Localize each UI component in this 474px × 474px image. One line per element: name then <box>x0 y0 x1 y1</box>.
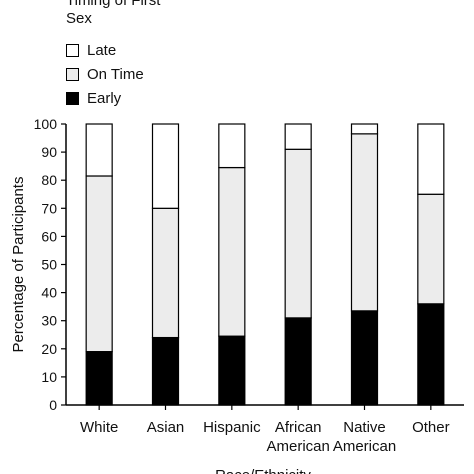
legend-title: Timing of First Sex <box>66 0 161 27</box>
x-tick-label: Hispanic <box>203 419 261 436</box>
bar-segment-on-time <box>417 193 445 305</box>
x-tick-label: African American <box>266 419 329 455</box>
bar-segment-early <box>85 351 113 406</box>
bar-segment-on-time <box>284 148 312 319</box>
x-tick-label: White <box>80 419 118 436</box>
y-tick-label: 0 <box>49 397 57 413</box>
y-tick-label: 50 <box>41 257 57 273</box>
bar-segment-late <box>284 123 312 150</box>
bar-segment-early <box>218 335 246 406</box>
legend-swatch-early <box>66 91 79 105</box>
legend-item-on-time: On Time <box>66 65 144 83</box>
legend-label-early: Early <box>87 89 122 107</box>
x-axis-title: Race/Ethnicity <box>215 467 311 474</box>
x-tick-label: Asian <box>147 419 185 436</box>
y-axis-title: Percentage of Participants <box>10 177 27 353</box>
y-tick-label: 30 <box>41 313 57 329</box>
legend-item-late: Late <box>66 41 117 59</box>
bar-segment-early <box>417 303 445 406</box>
x-tick-label: Native American <box>333 419 396 455</box>
bar-segment-late <box>218 123 246 169</box>
bar-segment-late <box>417 123 445 195</box>
legend-item-early: Early <box>66 89 122 107</box>
y-tick-label: 10 <box>41 369 57 385</box>
y-tick-label: 40 <box>41 285 57 301</box>
bar-segment-on-time <box>85 175 113 353</box>
bar-segment-late <box>350 123 379 135</box>
bar-segment-late <box>85 123 113 177</box>
y-tick-label: 100 <box>34 116 58 132</box>
bar-segment-on-time <box>151 207 180 339</box>
bar-segment-early <box>284 317 312 406</box>
bar-segment-early <box>350 310 379 406</box>
bar-segment-late <box>151 123 180 209</box>
y-tick-label: 80 <box>41 172 57 188</box>
y-tick-label: 20 <box>41 341 57 357</box>
y-tick-label: 90 <box>41 144 57 160</box>
bar-segment-on-time <box>218 166 246 337</box>
legend-label-late: Late <box>87 41 117 59</box>
legend-swatch-on-time <box>66 67 79 81</box>
legend-swatch-late <box>66 43 79 57</box>
x-tick-label: Other <box>412 419 450 436</box>
bar-segment-on-time <box>350 133 379 312</box>
y-tick-label: 60 <box>41 228 57 244</box>
legend-label-on-time: On Time <box>87 65 144 83</box>
y-tick-label: 70 <box>41 200 57 216</box>
bar-segment-early <box>151 336 180 406</box>
